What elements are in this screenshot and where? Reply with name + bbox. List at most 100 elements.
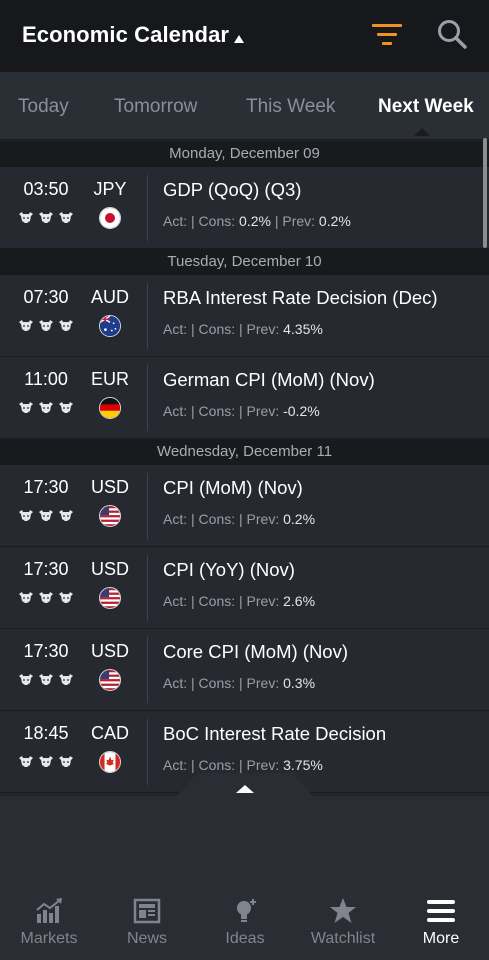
- event-currency: USD: [90, 477, 129, 497]
- event-row[interactable]: 11:00 EUR German CPI (MoM) (Nov) Act: | Con…: [0, 357, 489, 439]
- flag-de-icon: [99, 397, 121, 419]
- scrollbar[interactable]: [483, 138, 487, 248]
- event-values: Act: | Cons: | Prev: 3.75%: [163, 757, 323, 773]
- consensus-label: | Cons:: [191, 403, 236, 419]
- actual-label: Act:: [163, 757, 188, 773]
- previous-value: -0.2%: [283, 403, 320, 419]
- event-time: 17:30: [23, 477, 69, 497]
- watchlist-icon: [330, 898, 356, 923]
- previous-value: 0.2%: [283, 511, 316, 527]
- event-time: 03:50: [23, 179, 69, 199]
- event-row[interactable]: 17:30 USD CPI (YoY) (Nov) Act: | Cons: | Pr…: [0, 547, 489, 629]
- day-header: Tuesday, December 10: [0, 249, 489, 275]
- day-header: Wednesday, December 11: [0, 439, 489, 465]
- nav-news[interactable]: News: [98, 890, 196, 960]
- volatility-rating-icon: [19, 320, 73, 331]
- volatility-rating-icon: [19, 402, 73, 413]
- app-header: Economic Calendar: [0, 0, 489, 72]
- event-values: Act: | Cons: 0.2% | Prev: 0.2%: [163, 213, 351, 229]
- nav-ideas-label: Ideas: [225, 930, 265, 947]
- row-divider: [147, 365, 148, 431]
- tab-today[interactable]: Today: [18, 96, 69, 117]
- event-name: German CPI (MoM) (Nov): [163, 369, 375, 390]
- nav-markets-label: Markets: [20, 930, 78, 947]
- actual-label: Act:: [163, 213, 188, 229]
- previous-label: | Prev:: [239, 593, 280, 609]
- event-row[interactable]: 03:50 JPY GDP (QoQ) (Q3) Act: | Cons: 0.2% …: [0, 167, 489, 249]
- flag-ca-icon: [99, 751, 121, 773]
- flag-au-icon: [99, 315, 121, 337]
- event-time: 11:00: [24, 369, 68, 389]
- event-row[interactable]: 07:30 AUD RBA Interest Rate Decision (Dec)…: [0, 275, 489, 357]
- actual-label: Act:: [163, 321, 188, 337]
- volatility-rating-icon: [19, 674, 73, 685]
- markets-icon: [36, 898, 62, 923]
- filter-icon[interactable]: [372, 23, 402, 47]
- event-time: 17:30: [23, 559, 69, 579]
- event-time: 18:45: [23, 723, 69, 743]
- actual-label: Act:: [163, 593, 188, 609]
- consensus-label: | Cons:: [191, 675, 236, 691]
- event-name: CPI (YoY) (Nov): [163, 559, 295, 580]
- row-divider: [147, 637, 148, 703]
- caret-down-icon[interactable]: [234, 35, 244, 43]
- event-currency: USD: [90, 641, 129, 661]
- tab-next-week[interactable]: Next Week: [378, 96, 474, 117]
- event-row[interactable]: 17:30 USD Core CPI (MoM) (Nov) Act: | Cons:…: [0, 629, 489, 711]
- page-title[interactable]: Economic Calendar: [22, 22, 230, 47]
- event-time: 07:30: [23, 287, 69, 307]
- event-values: Act: | Cons: | Prev: 2.6%: [163, 593, 315, 609]
- previous-value: 0.3%: [283, 675, 316, 691]
- row-divider: [147, 473, 148, 539]
- volatility-rating-icon: [19, 756, 73, 767]
- previous-label: | Prev:: [239, 757, 280, 773]
- consensus-label: | Cons:: [191, 213, 236, 229]
- collapse-handle[interactable]: [172, 771, 318, 801]
- flag-jp-icon: [99, 207, 121, 229]
- tab-tomorrow[interactable]: Tomorrow: [114, 96, 198, 117]
- previous-value: 2.6%: [283, 593, 316, 609]
- event-currency: AUD: [90, 287, 129, 307]
- event-row[interactable]: 17:30 USD CPI (MoM) (Nov) Act: | Cons: | Pr…: [0, 465, 489, 547]
- event-name: BoC Interest Rate Decision: [163, 723, 387, 744]
- event-currency: CAD: [90, 723, 129, 743]
- nav-markets[interactable]: Markets: [0, 890, 98, 960]
- previous-label: | Prev:: [239, 403, 280, 419]
- event-name: RBA Interest Rate Decision (Dec): [163, 287, 438, 308]
- volatility-rating-icon: [19, 212, 73, 223]
- actual-label: Act:: [163, 675, 188, 691]
- event-name: CPI (MoM) (Nov): [163, 477, 303, 498]
- nav-ideas[interactable]: Ideas: [196, 890, 294, 960]
- consensus-label: | Cons:: [191, 593, 236, 609]
- flag-us-icon: [99, 587, 121, 609]
- ideas-icon: [237, 899, 256, 922]
- nav-more[interactable]: More: [392, 890, 489, 960]
- previous-value: 0.2%: [318, 213, 351, 229]
- consensus-label: | Cons:: [191, 511, 236, 527]
- row-divider: [147, 719, 148, 785]
- tab-this-week[interactable]: This Week: [246, 96, 336, 117]
- row-divider: [147, 555, 148, 621]
- previous-value: 4.35%: [283, 321, 323, 337]
- event-values: Act: | Cons: | Prev: -0.2%: [163, 403, 320, 419]
- search-icon[interactable]: [436, 18, 468, 50]
- event-time: 17:30: [23, 641, 69, 661]
- row-divider: [147, 175, 148, 241]
- nav-more-label: More: [422, 930, 460, 947]
- nav-watchlist-label: Watchlist: [310, 930, 376, 947]
- consensus-label: | Cons:: [191, 757, 236, 773]
- previous-label: | Prev:: [274, 213, 316, 229]
- event-list[interactable]: Monday, December 09 03:50 JPY GDP (QoQ) (Q3…: [0, 141, 489, 795]
- flag-us-icon: [99, 505, 121, 527]
- event-name: GDP (QoQ) (Q3): [163, 179, 302, 200]
- previous-value: 3.75%: [283, 757, 323, 773]
- previous-label: | Prev:: [239, 511, 280, 527]
- consensus-value: 0.2%: [239, 213, 271, 229]
- consensus-label: | Cons:: [191, 321, 236, 337]
- nav-news-label: News: [126, 930, 167, 947]
- nav-watchlist[interactable]: Watchlist: [294, 890, 392, 960]
- news-icon: [133, 898, 161, 924]
- previous-label: | Prev:: [239, 675, 280, 691]
- event-currency: EUR: [90, 369, 129, 389]
- volatility-rating-icon: [19, 510, 73, 521]
